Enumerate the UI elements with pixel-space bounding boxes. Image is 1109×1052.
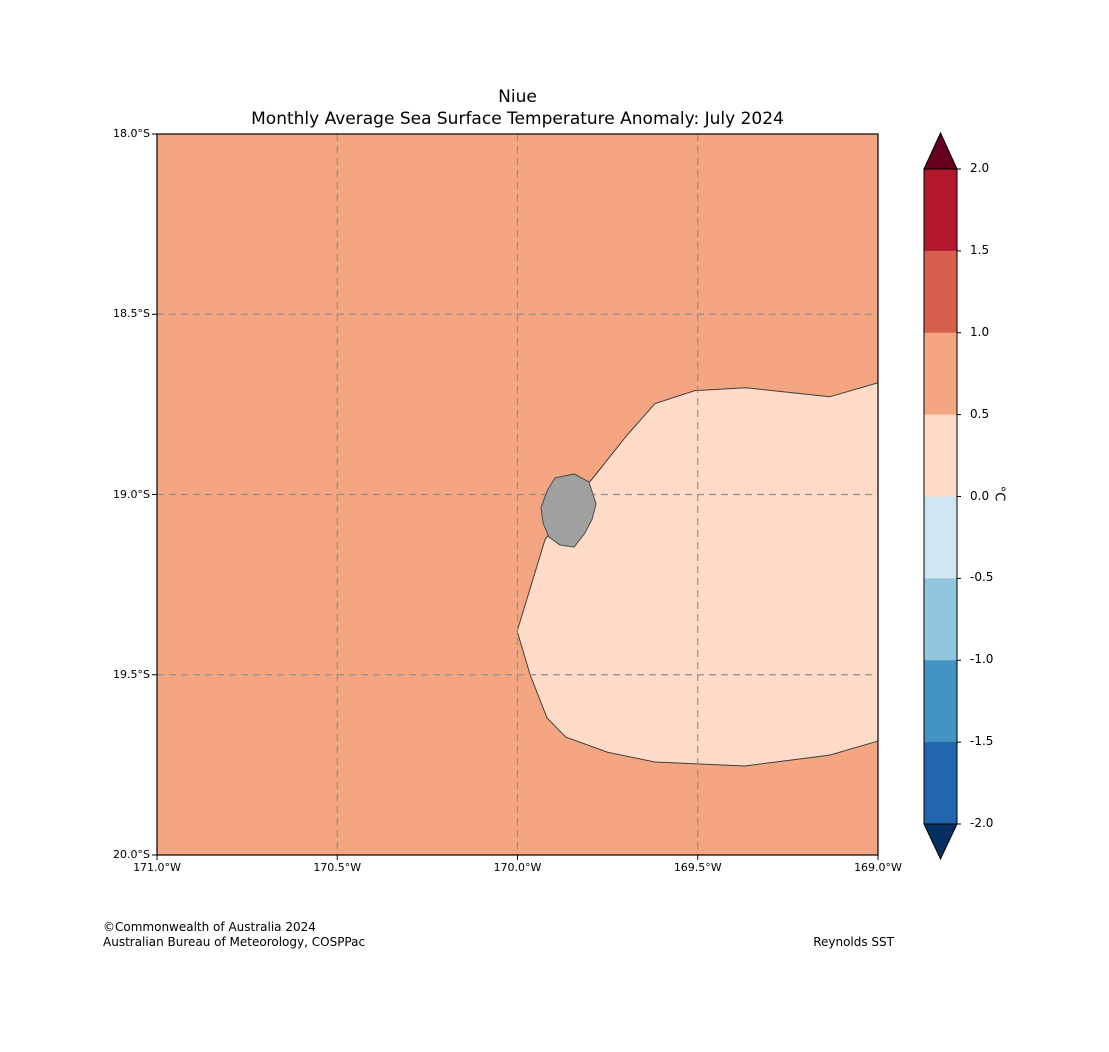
colorbar-band [924, 169, 957, 252]
colorbar-over-arrow [923, 131, 958, 170]
chart-title: Niue [498, 87, 537, 107]
y-tick-label: 18.5°S [113, 307, 150, 321]
y-tick-label: 20.0°S [113, 848, 150, 861]
footer-copyright: ©Commonwealth of Australia 2024 [103, 920, 316, 934]
colorbar-label: 0.5 [970, 406, 990, 421]
colorbar-band [924, 250, 957, 334]
y-tick-label: 18.0°S [113, 127, 150, 140]
colorbar-band [924, 332, 957, 416]
map-plot-svg [152, 133, 879, 860]
chart-subtitle: Monthly Average Sea Surface Temperature … [251, 109, 784, 129]
colorbar-label: -1.0 [970, 652, 994, 667]
colorbar-unit-label: °C [991, 485, 1007, 502]
footer-source: Reynolds SST [813, 935, 894, 949]
niue-island [540, 473, 597, 548]
colorbar-band [924, 660, 957, 743]
x-tick-label: 171.0°W [133, 861, 181, 874]
colorbar-label: 0.0 [970, 488, 990, 503]
colorbar-label: -2.0 [970, 816, 994, 830]
map-plot-area [152, 133, 879, 860]
colorbar-label: 1.5 [970, 242, 990, 257]
colorbar: 2.0 1.5 1.0 0.5 0.0 -0.5 -1.0 -1.5 -2.0 [922, 131, 1102, 862]
y-tick-label: 19.5°S [113, 667, 150, 681]
x-tick-label: 170.0°W [493, 861, 542, 874]
colorbar-label: 1.0 [970, 324, 990, 339]
colorbar-band [924, 496, 957, 579]
colorbar-label: 2.0 [970, 161, 990, 175]
colorbar-label: -0.5 [970, 570, 994, 585]
title-block: Niue Monthly Average Sea Surface Tempera… [157, 86, 878, 130]
colorbar-svg [923, 131, 961, 861]
axis-border [156, 133, 879, 856]
x-tick-label: 169.0°W [854, 861, 902, 874]
x-tick-label: 170.5°W [313, 861, 362, 874]
colorbar-under-arrow [923, 823, 958, 861]
y-tick-label: 19.0°S [113, 487, 150, 501]
footer-agency: Australian Bureau of Meteorology, COSPPa… [103, 935, 366, 949]
colorbar-band [924, 742, 957, 825]
anomaly-region [517, 382, 878, 766]
x-tick-label: 169.5°W [673, 861, 722, 874]
colorbar-label: -1.5 [970, 734, 994, 749]
colorbar-band [924, 414, 957, 497]
colorbar-band [924, 578, 957, 661]
contour-line [516, 382, 879, 767]
